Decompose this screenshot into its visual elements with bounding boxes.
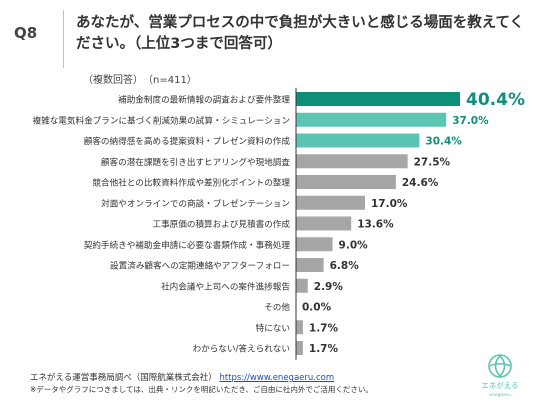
usage-note: ※データやグラフにつきましては、出典・リンクを明記いただき、ご自由に社内外でご活…: [30, 385, 373, 394]
value-label: 13.6%: [357, 219, 394, 231]
value-label: 37.0%: [452, 115, 489, 127]
value-label: 0.0%: [302, 302, 332, 314]
bar-chart: 補助金制度の最新情報の調査および要件整理 40.4% 複雑な電気料金プランに基づく削…: [33, 88, 525, 360]
bar: [296, 278, 308, 293]
value-label: 24.6%: [402, 177, 439, 189]
respondent-info: （複数回答） （n=411）: [83, 75, 197, 86]
bar: [296, 320, 303, 335]
enegaeru-logo: エネがえる enegaeru: [481, 354, 519, 398]
bar: [296, 175, 396, 189]
value-label: 17.0%: [371, 198, 408, 210]
question-title: あなたが、営業プロセスの中で負担が大きいと感じる場面を教えてください。（上位3つ…: [76, 15, 525, 52]
value-label: 1.7%: [309, 343, 339, 355]
category-label: 設置済み顧客への定期連絡やアフターフォロー: [110, 260, 290, 272]
question-number: Q8: [14, 24, 38, 42]
bar: [296, 216, 352, 231]
category-label: その他: [264, 301, 290, 313]
bar: [296, 133, 420, 148]
category-label: 補助金制度の最新情報の調査および要件整理: [118, 94, 290, 106]
value-label: 40.4%: [466, 90, 525, 110]
category-label: 対面やオンラインでの商談・プレゼンテーション: [101, 197, 290, 209]
category-label: 複雑な電気料金プランに基づく削減効果の試算・シミュレーション: [33, 114, 290, 126]
category-label: 競合他社との比較資料作成や差別化ポイントの整理: [92, 177, 290, 189]
category-label: 契約手続きや補助金申請に必要な書類作成・事務処理: [84, 239, 291, 251]
value-label: 2.9%: [314, 281, 344, 293]
logo-text-en: enegaeru: [489, 392, 511, 398]
bar: [296, 195, 366, 210]
bar: [296, 92, 460, 106]
value-label: 27.5%: [414, 156, 451, 168]
category-label: わからない/答えられない: [193, 343, 290, 355]
category-label: 顧客の潜在課題を引き出すヒアリングや現地調査: [101, 156, 290, 168]
bar: [296, 237, 333, 252]
logo-text-ja: エネがえる: [481, 380, 518, 390]
header-divider: [63, 10, 64, 68]
value-label: 30.4%: [425, 136, 462, 148]
bar: [296, 341, 303, 355]
source-line: エネがえる運営事務局調べ（国際航業株式会社） https://www.enega…: [30, 371, 334, 383]
value-label: 6.8%: [330, 260, 360, 272]
bar: [296, 258, 324, 272]
value-label: 9.0%: [339, 239, 369, 251]
category-label: 特にない: [256, 322, 290, 334]
category-label: 工事原価の積算および見積書の作成: [152, 218, 290, 230]
category-label: 社内会議や上司への案件進捗報告: [161, 280, 290, 292]
category-label: 顧客の納得感を高める提案資料・プレゼン資料の作成: [84, 135, 291, 147]
source-text: エネがえる運営事務局調べ（国際航業株式会社）: [30, 373, 217, 383]
value-label: 1.7%: [309, 322, 339, 334]
source-link[interactable]: https://www.enegaeru.com: [219, 373, 335, 383]
bar: [296, 112, 447, 127]
bar: [296, 154, 408, 169]
